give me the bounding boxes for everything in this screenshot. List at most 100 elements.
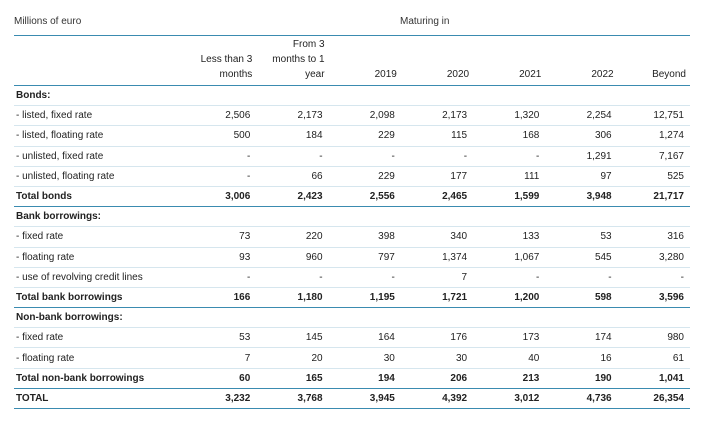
cell-value: 184: [256, 125, 329, 147]
cell-value: 26,354: [617, 388, 690, 410]
cell-value: 1,180: [256, 287, 329, 309]
cell-value: 73: [184, 226, 257, 248]
cell-value: 306: [545, 125, 618, 147]
cell-value: 340: [400, 226, 474, 248]
cell-value: 7: [400, 267, 474, 288]
cell-value: 115: [400, 125, 474, 147]
cell-value: 2,173: [400, 105, 474, 127]
cell-value: -: [256, 267, 329, 288]
cell-value: [473, 206, 546, 228]
cell-value: 60: [184, 368, 257, 389]
cell-value: 53: [184, 327, 257, 349]
cell-value: [328, 85, 401, 107]
cell-value: 173: [473, 327, 546, 349]
cell-value: 1,374: [400, 247, 474, 268]
cell-value: 30: [400, 347, 474, 369]
cell-value: 145: [256, 327, 329, 349]
total-row: Total non-bank borrowings 60 165 194 206 213 1…: [14, 368, 690, 389]
cell-value: -: [473, 146, 546, 167]
cell-value: 7,167: [617, 146, 690, 167]
row-label: - listed, fixed rate: [14, 105, 185, 127]
cell-value: [617, 85, 690, 107]
cell-value: -: [617, 267, 690, 288]
cell-value: [400, 85, 474, 107]
cell-value: 16: [545, 347, 618, 369]
column-header: Beyond: [617, 37, 690, 86]
cell-value: -: [184, 267, 257, 288]
cell-value: 2,173: [256, 105, 329, 127]
cell-value: 1,067: [473, 247, 546, 268]
table-row: - listed, floating rate 500 184 229 115 168 30…: [14, 125, 690, 147]
cell-value: [473, 307, 546, 329]
cell-value: [328, 206, 401, 228]
row-label: Bonds:: [14, 85, 185, 107]
cell-value: 3,768: [256, 388, 329, 410]
debt-maturity-table: Less than 3 months From 3 months to 1 ye…: [14, 37, 690, 410]
cell-value: 30: [328, 347, 401, 369]
cell-value: [184, 307, 257, 329]
cell-value: [256, 307, 329, 329]
table-row: - floating rate 93 960 797 1,374 1,067 545 3,28…: [14, 247, 690, 268]
cell-value: 2,423: [256, 186, 329, 208]
cell-value: 545: [545, 247, 618, 268]
cell-value: 168: [473, 125, 546, 147]
cell-value: 194: [328, 368, 401, 389]
cell-value: 1,291: [545, 146, 618, 167]
cell-value: 2,098: [328, 105, 401, 127]
row-label: - floating rate: [14, 347, 185, 369]
cell-value: [545, 206, 618, 228]
cell-value: 598: [545, 287, 618, 309]
cell-value: 2,556: [328, 186, 401, 208]
total-row: Total bank borrowings 166 1,180 1,195 1,721 1…: [14, 287, 690, 309]
cell-value: -: [545, 267, 618, 288]
cell-value: 176: [400, 327, 474, 349]
cell-value: 500: [184, 125, 257, 147]
cell-value: 398: [328, 226, 401, 248]
cell-value: 3,945: [328, 388, 401, 410]
cell-value: 2,506: [184, 105, 257, 127]
cell-value: [184, 85, 257, 107]
section-header-row: Non-bank borrowings:: [14, 307, 690, 329]
column-header: 2019: [328, 37, 401, 86]
cell-value: 53: [545, 226, 618, 248]
section-header-row: Bank borrowings:: [14, 206, 690, 228]
row-label: - unlisted, floating rate: [14, 166, 185, 187]
row-label: - fixed rate: [14, 226, 185, 248]
row-label: Bank borrowings:: [14, 206, 185, 228]
cell-value: [545, 85, 618, 107]
cell-value: 316: [617, 226, 690, 248]
column-header: Less than 3 months: [184, 37, 257, 86]
cell-value: -: [256, 146, 329, 167]
cell-value: -: [184, 166, 257, 187]
cell-value: 3,012: [473, 388, 546, 410]
cell-value: 1,274: [617, 125, 690, 147]
cell-value: 3,948: [545, 186, 618, 208]
cell-value: 166: [184, 287, 257, 309]
cell-value: 525: [617, 166, 690, 187]
cell-value: 7: [184, 347, 257, 369]
table-row: - listed, fixed rate 2,506 2,173 2,098 2,173…: [14, 105, 690, 127]
row-label: Total non-bank borrowings: [14, 368, 185, 389]
cell-value: [617, 307, 690, 329]
cell-value: 220: [256, 226, 329, 248]
cell-value: 1,041: [617, 368, 690, 389]
section-header-row: Bonds:: [14, 85, 690, 107]
cell-value: 2,465: [400, 186, 474, 208]
cell-value: 21,717: [617, 186, 690, 208]
table-body: Bonds: - listed, fixed rate 2,506 2,173 2,09…: [14, 85, 690, 410]
row-label: Total bank borrowings: [14, 287, 185, 309]
cell-value: 111: [473, 166, 546, 187]
cell-value: 1,200: [473, 287, 546, 309]
cell-value: -: [184, 146, 257, 167]
cell-value: [328, 307, 401, 329]
column-header-label: [14, 37, 185, 86]
column-header: From 3 months to 1 year: [256, 37, 329, 86]
cell-value: [400, 206, 474, 228]
cell-value: [545, 307, 618, 329]
cell-value: 2,254: [545, 105, 618, 127]
cell-value: [617, 206, 690, 228]
row-label: Non-bank borrowings:: [14, 307, 185, 329]
cell-value: [400, 307, 474, 329]
cell-value: 40: [473, 347, 546, 369]
